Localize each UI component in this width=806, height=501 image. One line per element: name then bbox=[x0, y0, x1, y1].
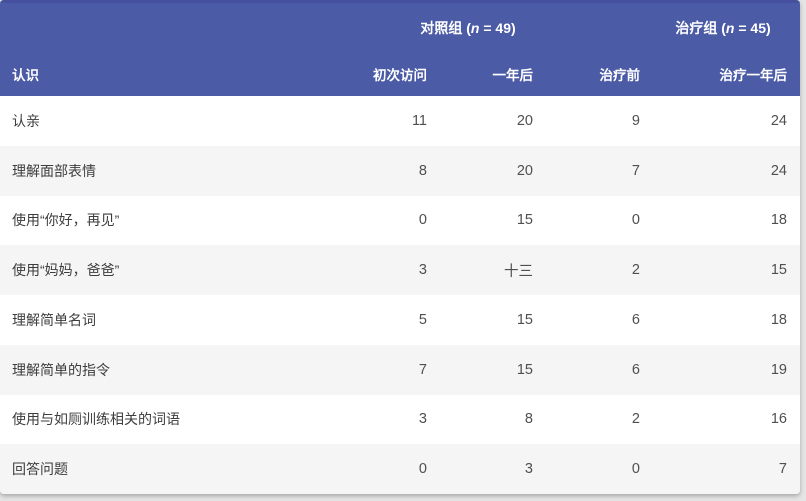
cell-value: 0 bbox=[631, 461, 640, 478]
table-row: 使用“妈妈，爸爸” 3 十三 2 15 bbox=[0, 245, 800, 295]
cell-value: 5 bbox=[418, 311, 427, 328]
cell-value: 18 bbox=[770, 212, 787, 229]
group-header-treatment-prefix: 治疗组 ( bbox=[675, 19, 726, 36]
cell-value: 0 bbox=[418, 461, 427, 478]
col-header-first-visit: 初次访问 bbox=[373, 68, 427, 83]
group-header-treatment-var: n bbox=[725, 19, 735, 36]
table-row: 理解简单名词 5 15 6 18 bbox=[0, 295, 800, 345]
row-label: 理解简单名词 bbox=[12, 311, 96, 328]
cell-value: 7 bbox=[631, 162, 640, 179]
table-row: 理解面部表情 8 20 7 24 bbox=[0, 145, 800, 196]
cell-value: 7 bbox=[418, 361, 427, 378]
cell-value: 15 bbox=[770, 262, 787, 279]
cell-value: 19 bbox=[770, 361, 787, 378]
cell-value: 18 bbox=[770, 311, 787, 328]
group-header-control-suffix: = 49) bbox=[479, 19, 516, 36]
cell-value: 0 bbox=[418, 212, 427, 229]
table-row: 使用“你好，再见” 0 15 0 18 bbox=[0, 195, 800, 246]
data-table-card: 对照组 (n = 49) 治疗组 (n = 45) 认识 初次访问 一年后 治疗… bbox=[0, 0, 800, 494]
col-header-one-year-after-treatment: 治疗一年后 bbox=[719, 68, 788, 83]
cell-value: 8 bbox=[524, 411, 533, 428]
col-header-before-treatment: 治疗前 bbox=[599, 68, 641, 83]
group-header-control-var: n bbox=[470, 19, 480, 36]
table-header: 对照组 (n = 49) 治疗组 (n = 45) 认识 初次访问 一年后 治疗… bbox=[0, 0, 800, 96]
cell-value: 2 bbox=[631, 411, 640, 428]
row-label: 理解面部表情 bbox=[12, 162, 96, 179]
table-row: 认亲 11 20 9 24 bbox=[0, 96, 800, 146]
cell-value: 15 bbox=[516, 361, 533, 378]
group-header-row: 对照组 (n = 49) 治疗组 (n = 45) bbox=[0, 3, 800, 52]
cell-value: 16 bbox=[770, 411, 787, 428]
table-row: 理解简单的指令 7 15 6 19 bbox=[0, 344, 800, 395]
group-header-control-prefix: 对照组 ( bbox=[420, 19, 471, 36]
cell-value: 0 bbox=[631, 212, 640, 229]
row-label: 认亲 bbox=[12, 112, 40, 129]
cell-value: 11 bbox=[411, 112, 427, 129]
row-label: 使用“你好，再见” bbox=[12, 212, 120, 229]
cell-value: 15 bbox=[516, 212, 533, 229]
cell-value: 24 bbox=[770, 112, 787, 129]
cell-value: 24 bbox=[770, 162, 787, 179]
row-label: 使用与如厕训练相关的词语 bbox=[12, 411, 180, 428]
cell-value: 6 bbox=[631, 311, 640, 328]
table-row: 回答问题 0 3 0 7 bbox=[0, 444, 800, 494]
cell-value: 15 bbox=[516, 311, 533, 328]
cell-value: 3 bbox=[524, 461, 533, 478]
cell-value: 9 bbox=[631, 112, 640, 129]
col-header-skill: 认识 bbox=[12, 68, 39, 83]
cell-value: 7 bbox=[778, 461, 787, 478]
column-header-row: 认识 初次访问 一年后 治疗前 治疗一年后 bbox=[0, 52, 800, 96]
group-header-treatment-suffix: = 45) bbox=[734, 19, 771, 36]
row-label: 回答问题 bbox=[12, 461, 68, 478]
table-row: 使用与如厕训练相关的词语 3 8 2 16 bbox=[0, 394, 800, 445]
cell-value: 十三 bbox=[504, 263, 533, 280]
group-header-control: 对照组 (n = 49) bbox=[334, 18, 546, 38]
cell-value: 3 bbox=[418, 262, 427, 279]
cell-value: 20 bbox=[516, 162, 533, 179]
table-body: 认亲 11 20 9 24 理解面部表情 8 20 7 24 使用“你好，再见”… bbox=[0, 96, 800, 494]
row-label: 使用“妈妈，爸爸” bbox=[12, 262, 120, 279]
cell-value: 2 bbox=[631, 262, 640, 279]
cell-value: 20 bbox=[516, 112, 533, 129]
cell-value: 3 bbox=[418, 411, 427, 428]
col-header-one-year-later: 一年后 bbox=[492, 68, 534, 83]
cell-value: 6 bbox=[631, 361, 640, 378]
row-label: 理解简单的指令 bbox=[12, 361, 110, 378]
group-header-treatment: 治疗组 (n = 45) bbox=[546, 18, 800, 38]
cell-value: 8 bbox=[418, 162, 427, 179]
